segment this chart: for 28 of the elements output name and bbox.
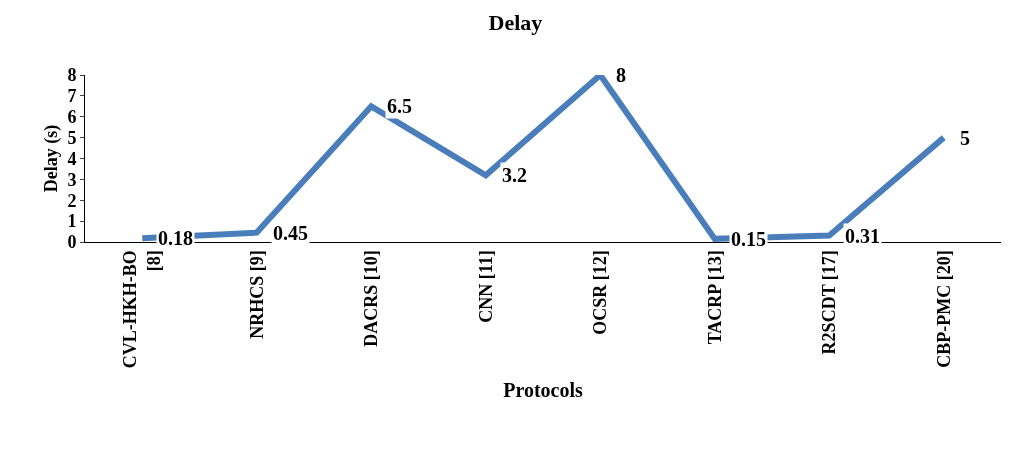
data-label: 0.15 — [731, 228, 766, 250]
x-tick-label: R2SCDT [17] — [819, 250, 840, 355]
x-tick-label: OCSR [12] — [590, 250, 611, 335]
x-tick-label: TACRP [13] — [704, 250, 725, 345]
y-tick-label: 1 — [67, 211, 77, 232]
y-tick-label: 6 — [67, 107, 77, 128]
y-tick-label: 4 — [67, 148, 77, 169]
x-axis-title: Protocols — [503, 378, 584, 401]
y-tick-label: 5 — [67, 127, 77, 148]
data-label: 8 — [616, 64, 626, 86]
y-tick-label: 3 — [67, 169, 77, 190]
x-tick-label: DACRS [10] — [361, 250, 382, 347]
x-tick-label: CBP-PMC [20] — [933, 250, 954, 368]
x-tick-label: CVL-HKH-BO [8] — [120, 250, 164, 369]
x-tick-label: CNN [11] — [475, 250, 496, 323]
y-tick-label: 7 — [67, 86, 77, 107]
y-tick-label: 0 — [67, 232, 77, 253]
data-label: 0.45 — [273, 222, 308, 244]
y-tick-label: 8 — [67, 65, 77, 86]
data-label: 0.31 — [845, 225, 880, 247]
data-label: 5 — [960, 127, 970, 149]
data-label: 6.5 — [387, 95, 412, 117]
x-tick-label: NRHCS [9] — [246, 250, 267, 339]
chart-title: Delay — [488, 9, 543, 35]
data-label: 3.2 — [502, 164, 527, 186]
y-axis-title: Delay (s) — [40, 124, 62, 193]
y-tick-label: 2 — [67, 190, 77, 211]
data-label: 0.18 — [158, 227, 193, 249]
